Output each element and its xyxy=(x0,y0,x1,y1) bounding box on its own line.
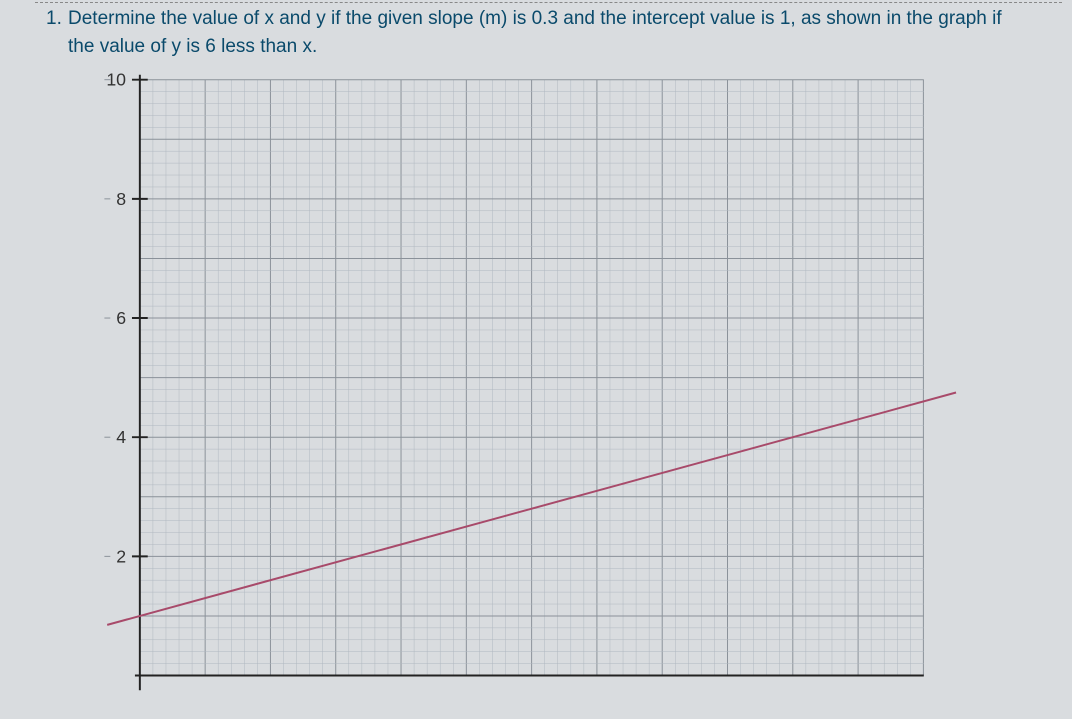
top-border xyxy=(35,2,1062,3)
graph-container: 10 8 6 4 2 xyxy=(60,60,980,710)
svg-text:6: 6 xyxy=(116,308,126,328)
svg-text:2: 2 xyxy=(116,546,126,566)
question-line1: Determine the value of x and y if the gi… xyxy=(68,8,1002,30)
question-number: 1. xyxy=(46,8,62,30)
svg-text:8: 8 xyxy=(116,189,126,209)
grid-group xyxy=(140,80,924,676)
svg-text:4: 4 xyxy=(116,427,126,447)
page-container: 1. Determine the value of x and y if the… xyxy=(0,0,1072,719)
graph-svg: 10 8 6 4 2 xyxy=(60,60,980,710)
question-line2: the value of y is 6 less than x. xyxy=(68,36,317,58)
axis-group xyxy=(104,75,923,691)
svg-text:10: 10 xyxy=(106,70,126,90)
